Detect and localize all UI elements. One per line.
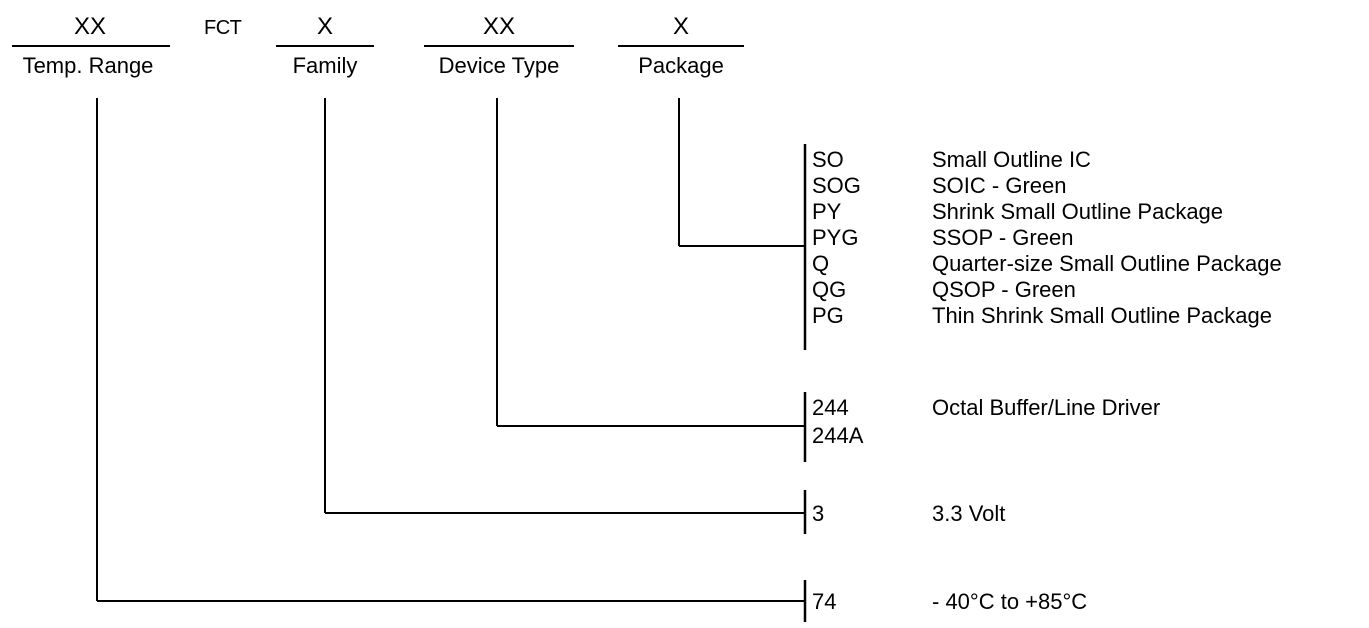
package-option-desc: Thin Shrink Small Outline Package — [932, 303, 1272, 328]
device-type-option-desc: Octal Buffer/Line Driver — [932, 395, 1161, 420]
package-label: Package — [638, 53, 724, 78]
family-option-desc: 3.3 Volt — [932, 501, 1006, 526]
family-code: X — [316, 13, 333, 40]
package-option-desc: SSOP - Green — [932, 225, 1074, 250]
package-option-desc: QSOP - Green — [932, 277, 1076, 302]
package-code: X — [672, 13, 689, 40]
package-option-code: Q — [812, 251, 830, 276]
temp-range-code: XX — [73, 13, 106, 40]
package-option-desc: Small Outline IC — [932, 147, 1091, 172]
temp-range-option-desc: - 40°C to +85°C — [932, 589, 1088, 614]
package-option-desc: Shrink Small Outline Package — [932, 199, 1224, 224]
package-option-code: PY — [812, 199, 842, 224]
package-option-desc: SOIC - Green — [932, 173, 1067, 198]
device-type-label: Device Type — [438, 53, 560, 78]
temp-range-option-code: 74 — [812, 589, 837, 614]
family-label: Family — [292, 53, 358, 78]
package-option-code: SO — [812, 147, 844, 172]
temp-range-underline — [12, 45, 170, 47]
temp-range-label: Temp. Range — [22, 53, 154, 78]
package-option-code: QG — [812, 277, 847, 302]
device-type-option-code: 244A — [812, 423, 864, 448]
family-underline — [276, 45, 374, 47]
device-type-option-code: 244 — [812, 395, 849, 420]
package-underline — [618, 45, 744, 47]
device-type-code: XX — [482, 13, 515, 40]
package-option-code: SOG — [812, 173, 861, 198]
package-option-code: PYG — [812, 225, 859, 250]
fct-prefix: FCT — [204, 17, 242, 39]
package-option-code: PG — [812, 303, 844, 328]
device-type-underline — [424, 45, 574, 47]
family-option-code: 3 — [812, 501, 825, 526]
package-option-desc: Quarter-size Small Outline Package — [932, 251, 1282, 276]
